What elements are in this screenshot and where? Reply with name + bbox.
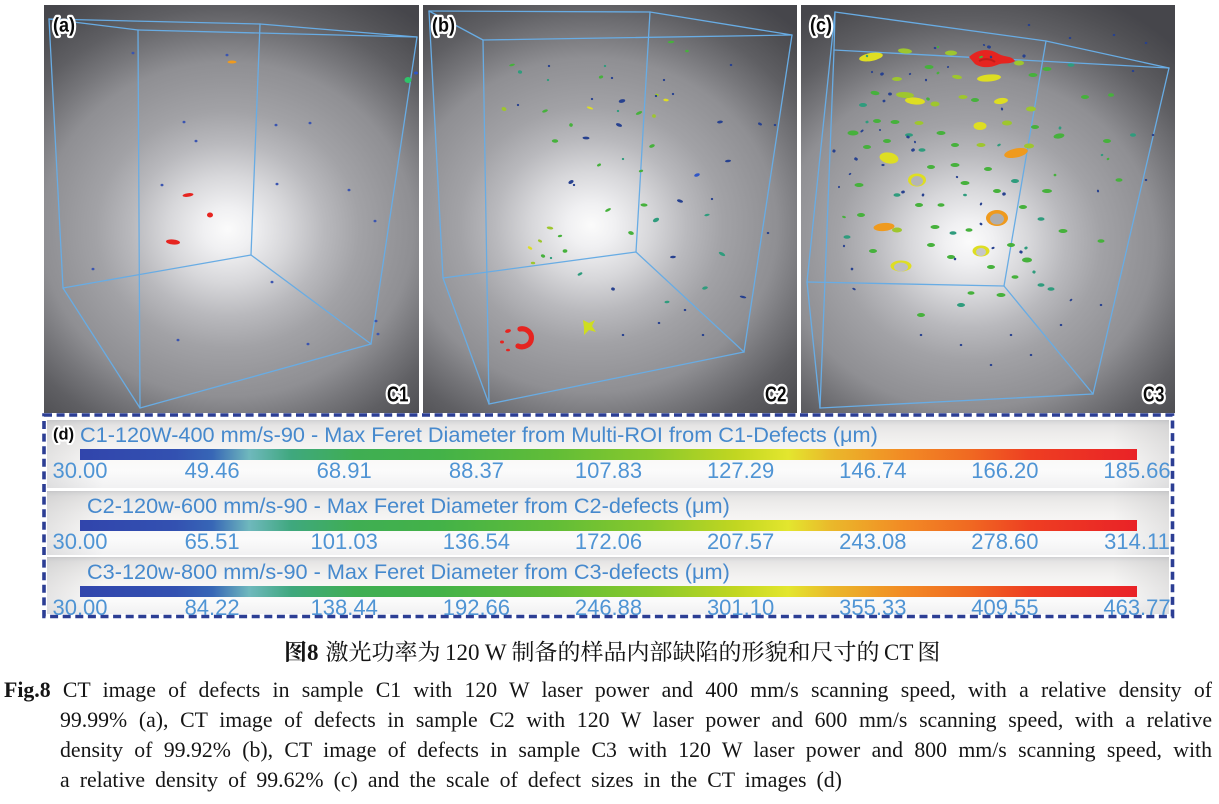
svg-text:120 W: 120 W [445,640,507,665]
svg-text:8: 8 [307,640,319,665]
svg-text:CT: CT [884,640,913,665]
